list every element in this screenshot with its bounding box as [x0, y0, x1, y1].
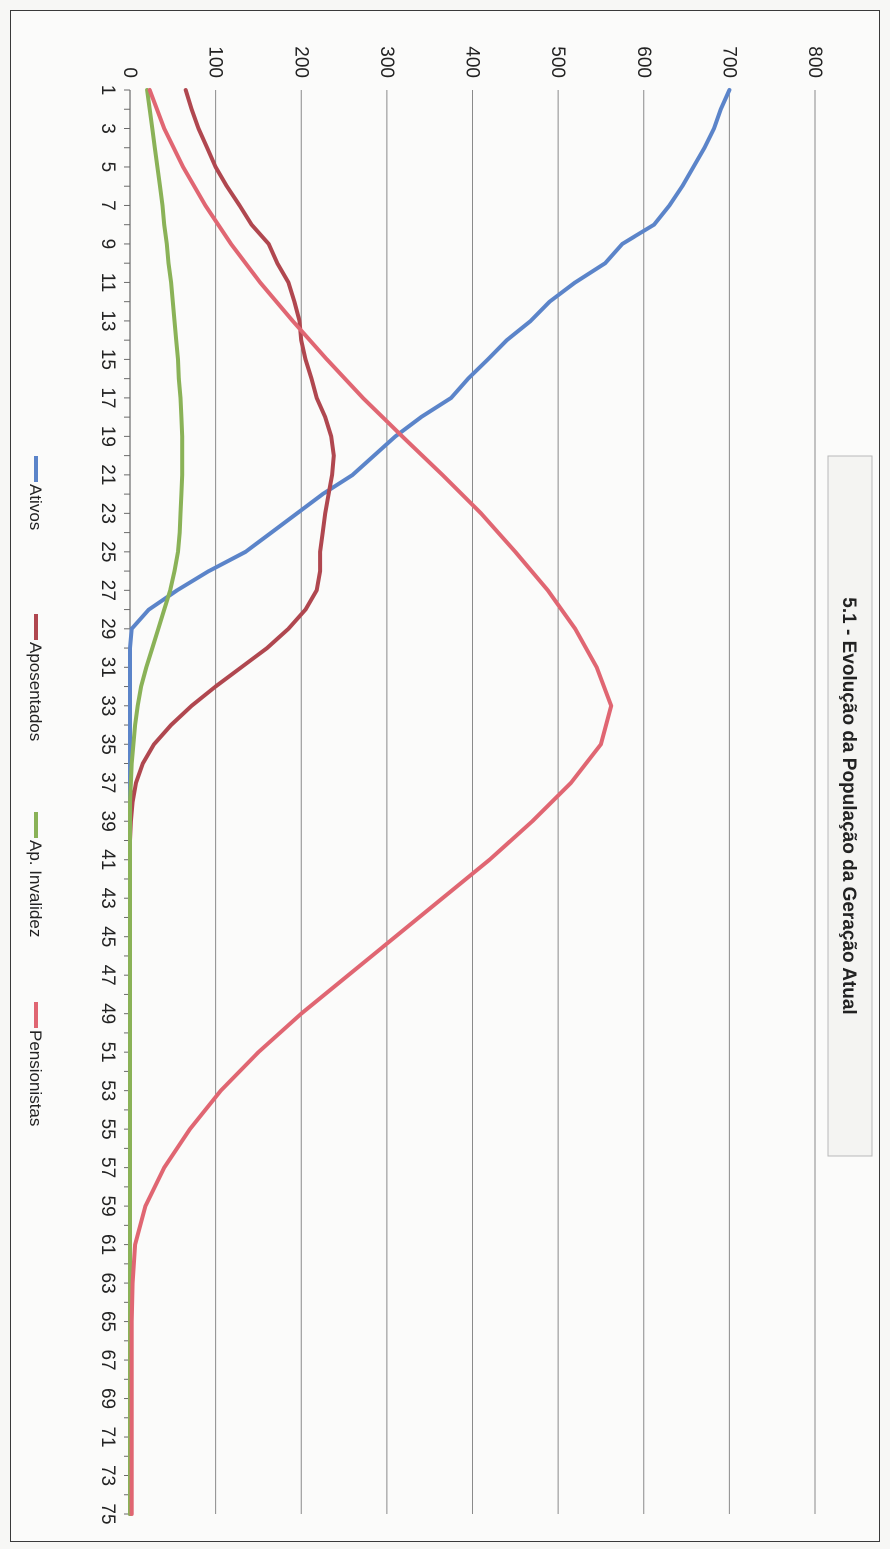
x-tick-label: 39 — [97, 811, 118, 832]
x-tick-label: 33 — [97, 695, 118, 716]
legend-label: Ativos — [26, 484, 45, 530]
x-tick-label: 15 — [97, 349, 118, 370]
y-tick-label: 500 — [547, 46, 568, 78]
y-tick-label: 600 — [633, 46, 654, 78]
y-tick-label: 0 — [119, 67, 140, 78]
x-tick-label: 17 — [97, 387, 118, 408]
series-layer — [128, 88, 732, 1516]
x-tick-label: 57 — [97, 1157, 118, 1178]
x-tick-label: 31 — [97, 657, 118, 678]
x-tick-label: 67 — [97, 1349, 118, 1370]
x-tick-label: 25 — [97, 541, 118, 562]
x-tick-label: 5 — [97, 162, 118, 173]
x-tick-label: 27 — [97, 580, 118, 601]
legend-label: Aposentados — [26, 642, 45, 741]
x-tick-label: 75 — [97, 1503, 118, 1524]
x-tick-label: 43 — [97, 888, 118, 909]
x-tick-label: 9 — [97, 239, 118, 250]
x-tick-label: 45 — [97, 926, 118, 947]
legend-label: Pensionistas — [26, 1030, 45, 1126]
series-line-ap-invalidez — [128, 88, 185, 1516]
series-line-aposentados — [128, 88, 336, 1516]
legend: Ativos Aposentados Ap. Invalidez Pensionist… — [26, 456, 45, 1126]
x-tick-label: 7 — [97, 200, 118, 211]
grid-layer — [215, 90, 816, 1514]
chart-title-box: 5.1 - Evolução da População da Geração A… — [827, 455, 873, 1157]
x-tick-label: 19 — [97, 426, 118, 447]
x-tick-label: 53 — [97, 1080, 118, 1101]
x-tick-label: 41 — [97, 849, 118, 870]
legend-item-ap-invalidez: Ap. Invalidez — [26, 812, 45, 937]
x-tick-label: 37 — [97, 772, 118, 793]
x-tick-label: 59 — [97, 1196, 118, 1217]
x-tick-label: 73 — [97, 1465, 118, 1486]
legend-item-pensionistas: Pensionistas — [26, 1002, 45, 1126]
x-tick-label: 47 — [97, 965, 118, 986]
series-line-ativos — [128, 88, 732, 1516]
chart-frame — [10, 10, 880, 1542]
axis-layer: 0 100 200 300 400 500 600 700 800135791113151719… — [97, 46, 825, 1524]
y-tick-label: 300 — [376, 46, 397, 78]
legend-item-aposentados: Aposentados — [26, 614, 45, 741]
legend-label: Ap. Invalidez — [26, 840, 45, 937]
x-tick-label: 29 — [97, 618, 118, 639]
x-tick-label: 21 — [97, 464, 118, 485]
x-tick-label: 23 — [97, 503, 118, 524]
x-tick-label: 13 — [97, 310, 118, 331]
chart-title: 5.1 - Evolução da População da Geração A… — [838, 597, 859, 1014]
x-tick-label: 61 — [97, 1234, 118, 1255]
x-tick-label: 71 — [97, 1426, 118, 1447]
x-tick-label: 55 — [97, 1119, 118, 1140]
x-tick-label: 35 — [97, 734, 118, 755]
series-line-pensionistas — [129, 88, 614, 1516]
y-tick-label: 400 — [462, 46, 483, 78]
x-tick-label: 49 — [97, 1003, 118, 1024]
chart-title-border — [827, 455, 873, 1157]
legend-item-ativos: Ativos — [26, 456, 45, 530]
x-tick-label: 11 — [97, 273, 118, 293]
y-tick-label: 100 — [205, 46, 226, 78]
x-tick-label: 3 — [97, 123, 118, 134]
x-tick-label: 1 — [97, 85, 118, 96]
x-tick-label: 69 — [97, 1388, 118, 1409]
y-tick-label: 800 — [804, 46, 825, 78]
y-tick-label: 700 — [718, 46, 739, 78]
x-tick-label: 51 — [97, 1042, 118, 1063]
x-tick-label: 65 — [97, 1311, 118, 1332]
y-tick-label: 200 — [290, 46, 311, 78]
x-tick-label: 63 — [97, 1273, 118, 1294]
